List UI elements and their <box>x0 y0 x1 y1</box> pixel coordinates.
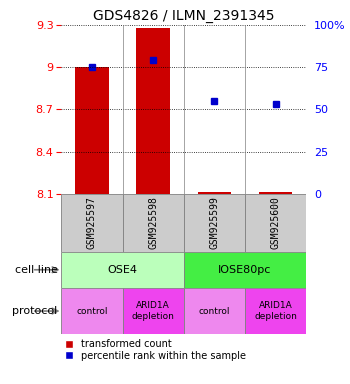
Text: GSM925599: GSM925599 <box>209 196 219 249</box>
FancyBboxPatch shape <box>122 194 184 252</box>
Text: GSM925600: GSM925600 <box>271 196 281 249</box>
Text: cell line: cell line <box>15 265 58 275</box>
Text: GSM925597: GSM925597 <box>87 196 97 249</box>
FancyBboxPatch shape <box>122 288 184 334</box>
FancyBboxPatch shape <box>61 288 122 334</box>
Bar <box>136 28 170 194</box>
Text: control: control <box>199 306 230 316</box>
Bar <box>75 67 109 194</box>
Text: protocol: protocol <box>13 306 58 316</box>
FancyBboxPatch shape <box>184 288 245 334</box>
Bar <box>197 192 231 194</box>
Text: ARID1A
depletion: ARID1A depletion <box>254 301 297 321</box>
FancyBboxPatch shape <box>245 288 306 334</box>
Legend: transformed count, percentile rank within the sample: transformed count, percentile rank withi… <box>59 339 246 361</box>
Text: ARID1A
depletion: ARID1A depletion <box>132 301 175 321</box>
Bar <box>259 192 293 194</box>
Text: IOSE80pc: IOSE80pc <box>218 265 272 275</box>
FancyBboxPatch shape <box>184 252 306 288</box>
Text: OSE4: OSE4 <box>107 265 138 275</box>
FancyBboxPatch shape <box>245 194 306 252</box>
FancyBboxPatch shape <box>61 194 122 252</box>
Text: control: control <box>76 306 108 316</box>
FancyBboxPatch shape <box>61 252 184 288</box>
FancyBboxPatch shape <box>184 194 245 252</box>
Text: GSM925598: GSM925598 <box>148 196 158 249</box>
Title: GDS4826 / ILMN_2391345: GDS4826 / ILMN_2391345 <box>93 8 274 23</box>
